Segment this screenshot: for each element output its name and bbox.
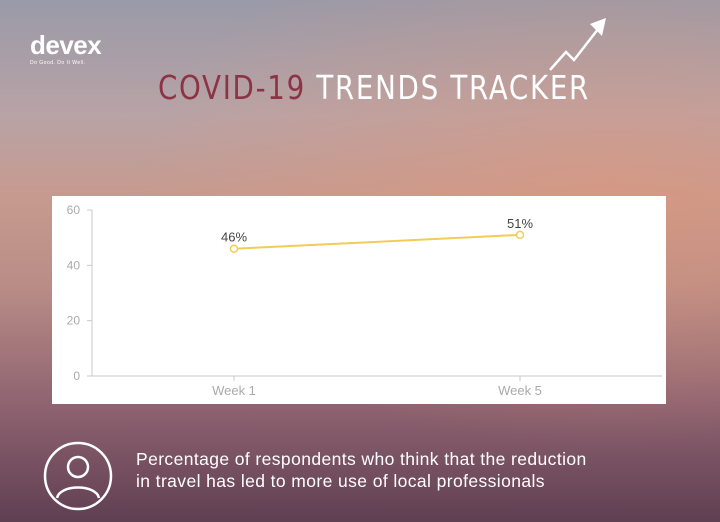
caption-line-2: in travel has led to more use of local p… — [136, 471, 545, 491]
y-tick-label: 40 — [67, 258, 81, 272]
logo-wordmark: devex — [30, 30, 102, 60]
line-chart: 0 20 40 60 Week 1 Week 5 46% 51% — [52, 196, 666, 404]
y-tick-label: 20 — [67, 314, 81, 328]
chart-card: 0 20 40 60 Week 1 Week 5 46% 51% — [52, 196, 666, 404]
title-covid: COVID-19 — [158, 68, 306, 107]
x-tick-label: Week 1 — [212, 383, 256, 398]
logo-tagline: Do Good. Do It Well. — [30, 60, 86, 66]
title-tracker: TRENDS TRACKER — [305, 68, 590, 107]
devex-logo: devex Do Good. Do It Well. — [30, 30, 102, 66]
chart-caption: Percentage of respondents who think that… — [136, 448, 696, 492]
x-tick-label: Week 5 — [498, 383, 542, 398]
page-title: COVID-19 TRENDS TRACKER — [158, 68, 590, 108]
data-point — [229, 244, 239, 253]
data-label: 51% — [507, 216, 533, 231]
person-icon — [43, 441, 113, 511]
y-tick-label: 0 — [73, 369, 80, 383]
trend-arrow-icon — [549, 18, 606, 71]
series-line — [233, 233, 521, 250]
caption-line-1: Percentage of respondents who think that… — [136, 449, 587, 469]
chart-background — [52, 196, 666, 404]
data-point — [515, 230, 525, 240]
data-label: 46% — [221, 230, 247, 245]
y-tick-label: 60 — [67, 203, 81, 217]
